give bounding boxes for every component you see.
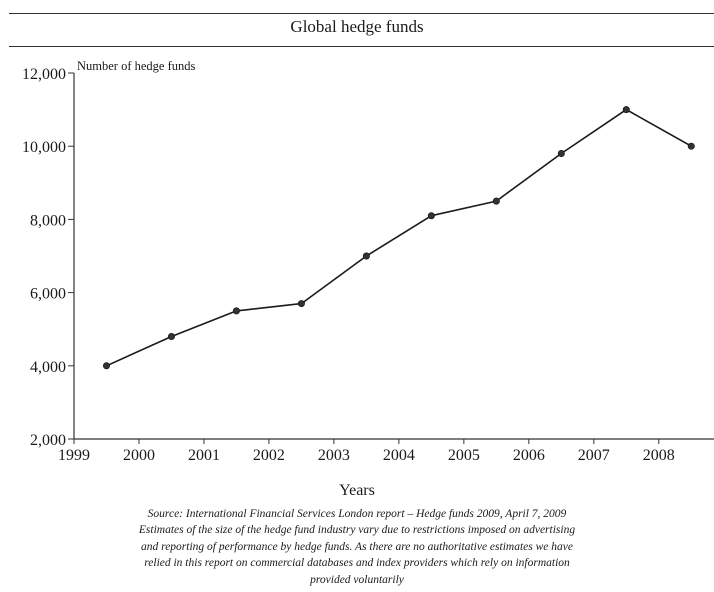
caption-line: Estimates of the size of the hedge fund … [138,524,576,537]
y-tick-label: 8,000 [30,212,66,229]
x-tick-label: 2001 [188,447,220,464]
x-tick-label: 2007 [578,447,610,464]
data-point [232,307,240,315]
caption-line: provided voluntarily [310,573,404,586]
x-tick-label: 1999 [58,447,90,464]
data-point [687,142,695,150]
caption-line: and reporting of performance by hedge fu… [141,540,573,553]
y-tick-label: 6,000 [30,286,66,303]
caption-line: relied in this report on commercial data… [144,557,570,570]
plot-area: 2,000 4,000 6,000 8,000 10,000 12,000 1999 2000… [22,59,714,464]
x-axis-title: Years [339,482,375,499]
data-point [557,150,565,158]
y-tick-label: 2,000 [30,432,66,449]
x-tick-label: 2002 [253,447,285,464]
title-rule-top [9,13,714,14]
y-tick-label: 10,000 [22,139,66,156]
y-tick-label: 12,000 [22,66,66,83]
y-tick-label: 4,000 [30,359,66,376]
data-point [427,212,435,220]
x-tick-label: 2005 [448,447,480,464]
data-point [102,362,110,370]
data-point [297,300,305,308]
data-point [622,106,630,114]
data-point [167,333,175,341]
x-tick-label: 2003 [318,447,350,464]
y-axis-title: Number of hedge funds [77,59,196,73]
chart-title: Global hedge funds [290,17,424,36]
caption-source: Source: International Financial Services… [147,508,567,520]
x-tick-label: 2004 [383,447,415,464]
caption: Source: International Financial Services… [60,506,654,588]
title-rule-bottom [9,46,714,47]
x-tick-label: 2006 [513,447,545,464]
x-tick-label: 2000 [123,447,155,464]
series-line [106,108,692,367]
data-point [492,197,500,205]
data-point [362,252,370,260]
x-tick-label: 2008 [643,447,675,464]
